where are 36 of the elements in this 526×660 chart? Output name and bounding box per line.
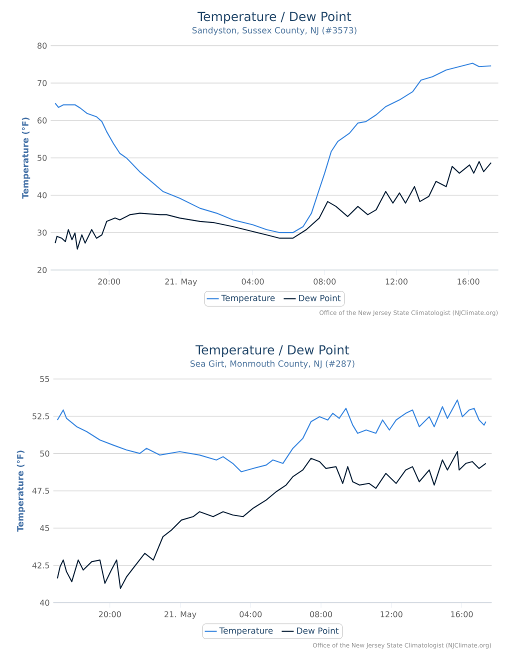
chart-subtitle: Sea Girt, Monmouth County, NJ (#287) bbox=[190, 360, 354, 368]
y-axis-title: Temperature (°F) bbox=[16, 450, 26, 532]
y-tick-label: 40 bbox=[40, 600, 50, 606]
legend-label: Dew Point bbox=[297, 627, 339, 634]
y-tick-label: 30 bbox=[38, 230, 47, 236]
y-tick-label: 40 bbox=[37, 192, 47, 198]
legend-label: Temperature bbox=[221, 294, 275, 303]
legend-label: Temperature bbox=[219, 627, 273, 636]
x-tick-label: 21. May bbox=[164, 611, 196, 619]
y-axis-title: Temperature (°F) bbox=[22, 118, 30, 199]
y-tick-label: 42.5 bbox=[32, 562, 50, 568]
legend-label: Dew Point bbox=[299, 294, 341, 302]
y-tick-label: 45 bbox=[40, 525, 50, 532]
x-tick-label: 21. May bbox=[165, 278, 198, 286]
y-tick-label: 50 bbox=[40, 450, 50, 457]
chart-title: Temperature / Dew Point bbox=[198, 12, 352, 24]
x-tick-label: 16:00 bbox=[458, 278, 480, 285]
x-tick-label: 16:00 bbox=[451, 611, 473, 618]
y-tick-label: 47.5 bbox=[32, 488, 50, 494]
x-tick-label: 08:00 bbox=[310, 611, 332, 618]
chart-subtitle: Sandyston, Sussex County, NJ (#3573) bbox=[192, 26, 356, 36]
y-tick-label: 80 bbox=[38, 42, 47, 49]
y-tick-label: 20 bbox=[38, 266, 47, 274]
x-tick-label: 04:00 bbox=[242, 278, 264, 285]
y-tick-label: 70 bbox=[38, 80, 47, 86]
x-tick-label: 12:00 bbox=[380, 611, 402, 618]
x-tick-label: 20:00 bbox=[98, 278, 120, 285]
y-tick-label: 60 bbox=[38, 117, 47, 124]
x-tick-label: 08:00 bbox=[314, 278, 336, 285]
chart-title: Temperature / Dew Point bbox=[196, 344, 350, 357]
x-tick-label: 20:00 bbox=[98, 611, 121, 618]
x-tick-label: 12:00 bbox=[386, 278, 408, 285]
y-tick-label: 52.5 bbox=[32, 413, 50, 420]
y-tick-label: 50 bbox=[38, 154, 47, 161]
y-tick-label: 55 bbox=[40, 376, 50, 382]
x-tick-label: 04:00 bbox=[240, 611, 262, 618]
